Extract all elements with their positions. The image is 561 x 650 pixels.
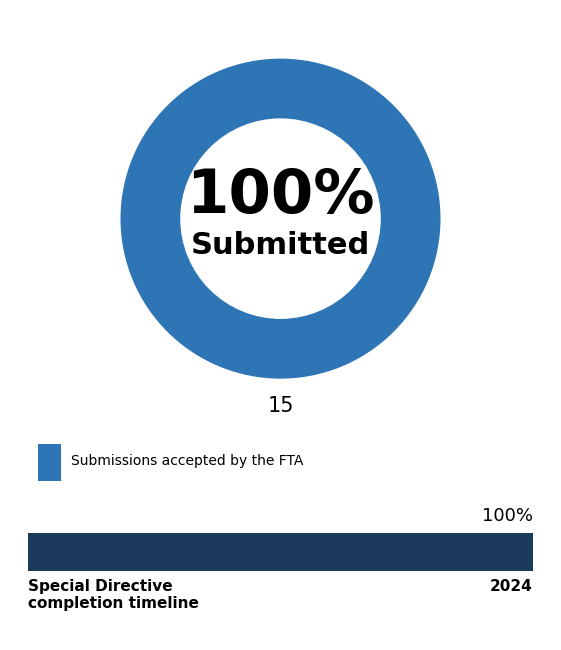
- Bar: [28, 533, 533, 571]
- Circle shape: [121, 59, 440, 378]
- Text: 2024: 2024: [490, 579, 533, 594]
- Text: 15: 15: [267, 396, 294, 416]
- Text: 100%: 100%: [482, 506, 533, 525]
- Circle shape: [181, 119, 380, 318]
- Text: Submissions accepted by the FTA: Submissions accepted by the FTA: [71, 454, 304, 468]
- Text: Special Directive
completion timeline: Special Directive completion timeline: [28, 579, 199, 611]
- FancyBboxPatch shape: [38, 444, 61, 481]
- Text: 100%: 100%: [186, 168, 375, 226]
- Text: Submitted: Submitted: [191, 231, 370, 260]
